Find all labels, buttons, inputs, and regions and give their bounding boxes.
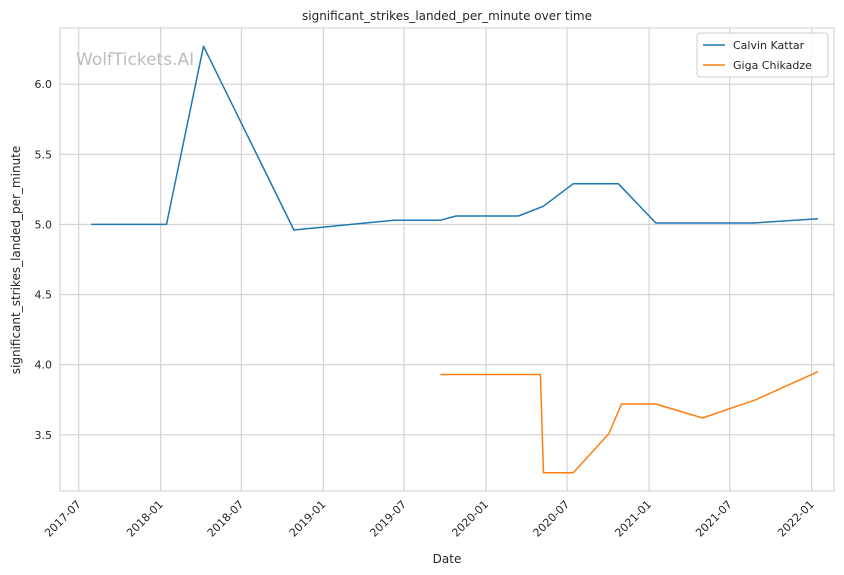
y-axis-ticks: 3.5 4.0 4.5 5.0 5.5 6.0 (35, 78, 53, 442)
y-tick-label: 3.5 (35, 429, 53, 442)
chart-title: significant_strikes_landed_per_minute ov… (302, 9, 592, 23)
y-tick-label: 5.5 (35, 148, 53, 161)
y-axis-title: significant_strikes_landed_per_minute (9, 146, 23, 375)
x-tick-label: 2022-01 (775, 498, 817, 540)
series-line-giga-chikadze (440, 371, 819, 474)
y-tick-label: 4.0 (35, 359, 53, 372)
legend-label-calvin-kattar: Calvin Kattar (733, 39, 805, 52)
x-tick-label: 2021-07 (693, 498, 735, 540)
x-tick-label: 2019-07 (367, 498, 409, 540)
y-tick-label: 4.5 (35, 289, 53, 302)
x-axis-ticks: 2017-07 2018-01 2018-07 2019-01 2019-07 2020-… (42, 498, 817, 540)
legend-label-giga-chikadze: Giga Chikadze (733, 59, 812, 72)
watermark-text: WolfTickets.AI (76, 50, 194, 70)
x-tick-label: 2017-07 (42, 498, 84, 540)
x-tick-label: 2019-01 (287, 498, 329, 540)
legend: Calvin Kattar Giga Chikadze (696, 32, 829, 78)
plot-area (59, 27, 835, 492)
x-tick-label: 2018-07 (205, 498, 247, 540)
y-tick-label: 6.0 (35, 78, 53, 91)
series-line-calvin-kattar (91, 45, 819, 231)
series-lines (91, 45, 819, 474)
x-tick-label: 2021-01 (613, 498, 655, 540)
x-tick-label: 2020-01 (449, 498, 491, 540)
x-axis-title: Date (433, 552, 462, 566)
grid-lines (60, 28, 834, 491)
y-tick-label: 5.0 (35, 218, 53, 231)
x-tick-label: 2020-07 (531, 498, 573, 540)
x-tick-label: 2018-01 (124, 498, 166, 540)
legend-box (696, 32, 829, 78)
